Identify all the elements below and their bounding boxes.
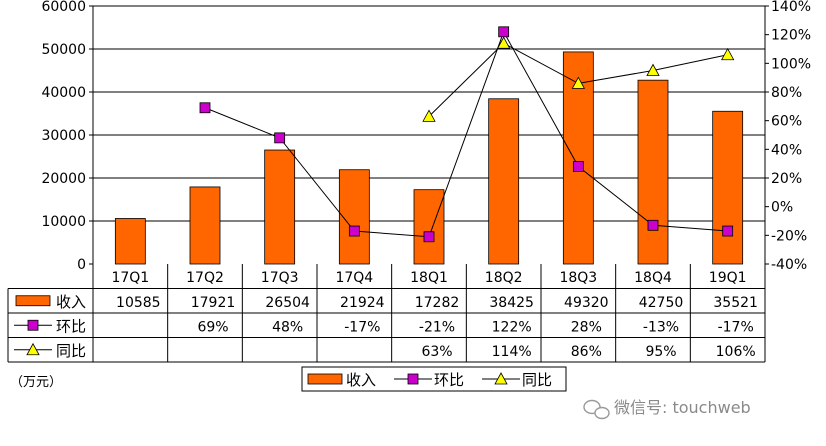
right-tick-label: 100% bbox=[771, 56, 811, 72]
point-marker bbox=[571, 76, 586, 89]
table-cell: 42750 bbox=[639, 295, 684, 311]
table-cell: 28% bbox=[571, 319, 602, 335]
row-label: 同比 bbox=[56, 342, 86, 360]
point-marker bbox=[423, 231, 435, 243]
point-marker bbox=[572, 161, 584, 172]
bar bbox=[712, 110, 744, 265]
bar bbox=[264, 149, 296, 265]
bar bbox=[189, 186, 221, 265]
left-tick-label: 40000 bbox=[41, 85, 86, 101]
point-marker bbox=[348, 225, 360, 237]
right-tick-label: 40% bbox=[771, 142, 802, 158]
point-marker bbox=[498, 26, 510, 38]
category-label: 17Q1 bbox=[111, 270, 149, 286]
point-marker bbox=[722, 225, 734, 237]
category-label: 17Q3 bbox=[261, 270, 299, 286]
right-tick-label: 80% bbox=[771, 85, 802, 101]
table-cell: 10585 bbox=[116, 295, 161, 311]
table-cell: -17% bbox=[344, 319, 380, 335]
point-marker bbox=[199, 102, 211, 114]
table-cell: -13% bbox=[643, 319, 679, 335]
table-cell: 26504 bbox=[265, 295, 310, 311]
legend-label: 同比 bbox=[522, 371, 552, 389]
table-cell: -17% bbox=[718, 319, 754, 335]
row-label: 环比 bbox=[56, 317, 86, 335]
bar bbox=[637, 79, 669, 265]
table-cell: 35521 bbox=[713, 295, 758, 311]
point-marker bbox=[496, 36, 511, 49]
unit-label: （万元） bbox=[10, 375, 62, 390]
left-tick-label: 60000 bbox=[41, 0, 86, 15]
row-key-marker bbox=[26, 342, 40, 356]
point-marker bbox=[720, 47, 735, 61]
legend-key-bar bbox=[307, 373, 343, 385]
category-label: 18Q3 bbox=[559, 270, 597, 286]
legend-label: 收入 bbox=[346, 371, 376, 389]
table-cell: 69% bbox=[197, 319, 228, 335]
category-label: 17Q4 bbox=[335, 270, 373, 286]
left-tick-label: 50000 bbox=[41, 42, 86, 58]
axes: 0 10000 20000 30000 40000 50000 60000 -40% -20% 0… bbox=[41, 0, 811, 273]
right-tick-label: 120% bbox=[771, 28, 811, 44]
category-label: 19Q1 bbox=[709, 270, 747, 286]
category-label: 18Q2 bbox=[485, 270, 523, 286]
table-cell: 86% bbox=[571, 344, 602, 360]
category-label: 17Q2 bbox=[186, 270, 224, 286]
bar bbox=[114, 218, 146, 265]
series-line bbox=[204, 30, 728, 238]
table-cell: -21% bbox=[419, 319, 455, 335]
wechat-icon bbox=[583, 399, 610, 420]
legend: 收入 环比 同比 bbox=[301, 366, 567, 392]
row-label: 收入 bbox=[56, 293, 86, 311]
left-tick-label: 30000 bbox=[41, 128, 86, 144]
bar bbox=[488, 98, 520, 265]
category-label: 18Q1 bbox=[410, 270, 448, 286]
legend-key-marker bbox=[407, 373, 419, 385]
left-tick-label: 20000 bbox=[41, 171, 86, 187]
left-tick-label: 0 bbox=[77, 257, 86, 273]
table-cell: 122% bbox=[492, 319, 532, 335]
right-tick-label: 140% bbox=[771, 0, 811, 15]
bar bbox=[413, 189, 445, 265]
right-tick-label: -40% bbox=[771, 257, 807, 273]
point-marker bbox=[274, 132, 286, 144]
watermark-text: 微信号: touchweb bbox=[614, 398, 751, 417]
bar bbox=[338, 169, 370, 265]
legend-box bbox=[301, 366, 567, 392]
table-cell: 21924 bbox=[340, 295, 385, 311]
legend-key-marker bbox=[494, 372, 508, 385]
table-cell: 95% bbox=[645, 344, 676, 360]
point-marker bbox=[422, 109, 436, 122]
table-cell: 63% bbox=[421, 344, 452, 360]
category-label: 18Q4 bbox=[634, 270, 672, 286]
table-cell: 49320 bbox=[564, 295, 609, 311]
left-tick-label: 10000 bbox=[41, 214, 86, 230]
point-marker bbox=[646, 63, 660, 76]
ratio-lines bbox=[199, 26, 735, 243]
row-key-bar bbox=[15, 295, 51, 307]
legend-label: 环比 bbox=[434, 371, 464, 389]
right-tick-label: -20% bbox=[771, 228, 807, 244]
right-tick-label: 0% bbox=[771, 200, 793, 216]
table-cell: 17921 bbox=[191, 295, 236, 311]
watermark: 微信号: touchweb bbox=[583, 398, 751, 420]
right-tick-label: 60% bbox=[771, 114, 802, 130]
row-key-marker bbox=[27, 319, 39, 331]
table-cell: 17282 bbox=[415, 295, 460, 311]
revenue-bars bbox=[114, 51, 744, 265]
table-cell: 38425 bbox=[489, 295, 534, 311]
table-cell: 48% bbox=[272, 319, 303, 335]
table-cell: 114% bbox=[492, 344, 532, 360]
right-tick-label: 20% bbox=[771, 171, 802, 187]
data-table: 17Q1 17Q2 17Q3 17Q4 18Q1 18Q2 18Q3 18Q4 19Q1 收入 10… bbox=[7, 264, 766, 363]
point-marker bbox=[647, 219, 659, 231]
table-cell: 106% bbox=[716, 344, 756, 360]
